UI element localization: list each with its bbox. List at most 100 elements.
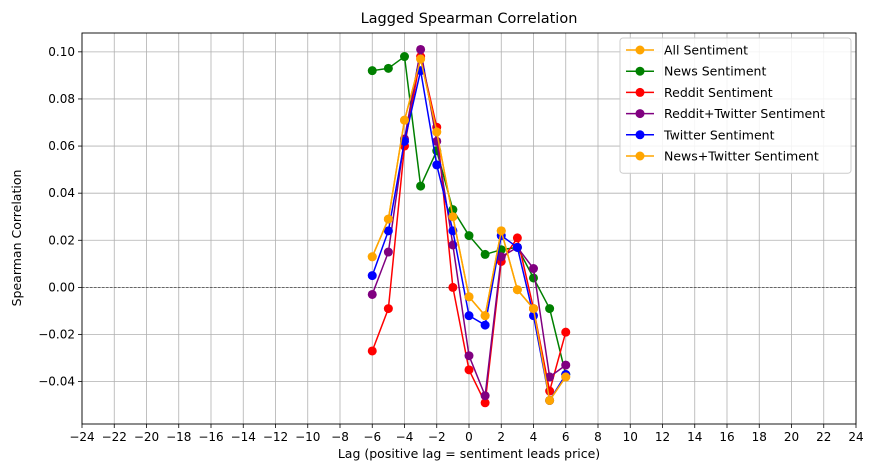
data-point (400, 136, 409, 146)
data-point (367, 66, 377, 76)
data-point (367, 252, 377, 262)
x-tick-label: 6 (562, 430, 570, 444)
data-point (464, 231, 474, 241)
data-point (480, 391, 490, 401)
x-tick-label: −14 (231, 430, 256, 444)
x-tick-label: 14 (687, 430, 702, 444)
data-point (400, 115, 409, 125)
chart-title: Lagged Spearman Correlation (361, 11, 578, 27)
data-point (432, 127, 442, 137)
x-tick-label: 0 (465, 430, 473, 444)
data-point (496, 252, 506, 262)
data-point (545, 372, 555, 382)
data-point (383, 247, 393, 257)
legend-item: Reddit Sentiment (626, 85, 773, 100)
legend-marker (635, 130, 645, 140)
data-point (464, 365, 474, 375)
data-point (416, 54, 426, 64)
y-axis-ticks: −0.04 −0.02 0.00 0.02 0.04 0.06 0.08 0.10 (38, 45, 82, 389)
x-tick-label: −24 (69, 430, 94, 444)
data-point (416, 181, 426, 191)
legend-item: All Sentiment (626, 43, 748, 58)
data-point (496, 226, 506, 236)
data-point (464, 292, 474, 302)
data-point (383, 226, 393, 236)
y-tick-label: 0.04 (48, 186, 75, 200)
data-point (367, 346, 377, 356)
legend-marker (635, 66, 645, 76)
y-tick-label: 0.06 (48, 139, 75, 153)
legend-marker (635, 151, 645, 161)
data-point (416, 44, 426, 54)
x-tick-label: −2 (428, 430, 446, 444)
legend-marker (635, 109, 645, 119)
x-tick-label: 12 (655, 430, 670, 444)
data-point (367, 289, 377, 299)
data-point (561, 360, 571, 370)
y-axis-title: Spearman Correlation (9, 170, 24, 307)
legend-label: All Sentiment (664, 43, 748, 58)
x-tick-label: −20 (134, 430, 159, 444)
y-tick-label: 0.02 (48, 233, 75, 247)
legend-marker (635, 45, 645, 55)
legend-item: News+Twitter Sentiment (626, 149, 819, 164)
x-tick-label: −4 (396, 430, 414, 444)
x-tick-label: −6 (363, 430, 381, 444)
x-axis-ticks: −24 −22 −20 −18 −16 −14 −12 −10 −8 −6 −4 −2 0 2 4 6 8 10 1… (69, 424, 864, 444)
x-tick-label: −12 (263, 430, 288, 444)
legend-item: News Sentiment (626, 64, 766, 79)
legend-item: Twitter Sentiment (626, 127, 775, 142)
x-tick-label: 18 (752, 430, 767, 444)
data-point (480, 398, 490, 408)
x-axis-title: Lag (positive lag = sentiment leads pric… (338, 446, 600, 461)
data-point (464, 351, 474, 361)
data-point (529, 264, 538, 274)
x-tick-label: −10 (295, 430, 320, 444)
data-point (383, 304, 393, 314)
series-news-twitter-sentiment (367, 54, 571, 405)
legend-label: Reddit Sentiment (664, 85, 773, 100)
data-point (464, 311, 474, 321)
x-tick-label: −16 (198, 430, 223, 444)
y-tick-label: 0.10 (48, 45, 75, 59)
data-point (400, 52, 409, 62)
data-point (561, 372, 571, 382)
data-point (432, 160, 442, 170)
data-point (561, 327, 571, 337)
data-point (529, 304, 538, 314)
x-tick-label: 8 (594, 430, 602, 444)
legend-label: Reddit+Twitter Sentiment (664, 106, 825, 121)
legend-label: News Sentiment (664, 64, 766, 79)
legend-item: Reddit+Twitter Sentiment (626, 106, 825, 121)
y-tick-label: −0.02 (38, 327, 75, 341)
series-group (367, 44, 571, 408)
data-point (545, 395, 555, 405)
data-point (480, 249, 490, 259)
x-tick-label: −8 (331, 430, 349, 444)
legend-label: News+Twitter Sentiment (664, 149, 819, 164)
y-tick-label: 0.08 (48, 92, 75, 106)
data-point (512, 242, 522, 252)
x-tick-label: −22 (102, 430, 127, 444)
legend-marker (635, 87, 645, 97)
legend-box (619, 37, 852, 174)
data-point (367, 271, 377, 281)
data-point (448, 282, 458, 292)
y-tick-label: 0.00 (48, 280, 75, 294)
x-tick-label: 22 (816, 430, 831, 444)
data-point (448, 212, 458, 222)
legend-label: Twitter Sentiment (663, 127, 775, 142)
data-point (383, 214, 393, 224)
data-point (512, 285, 522, 295)
grid (81, 33, 857, 424)
data-point (383, 63, 393, 73)
x-tick-label: 10 (623, 430, 638, 444)
x-tick-label: 2 (497, 430, 505, 444)
legend: All Sentiment News Sentiment Reddit Sentim… (619, 37, 852, 174)
data-point (480, 311, 490, 321)
x-tick-label: 20 (784, 430, 799, 444)
data-point (545, 304, 555, 314)
x-tick-label: 4 (530, 430, 538, 444)
x-tick-label: −18 (166, 430, 191, 444)
